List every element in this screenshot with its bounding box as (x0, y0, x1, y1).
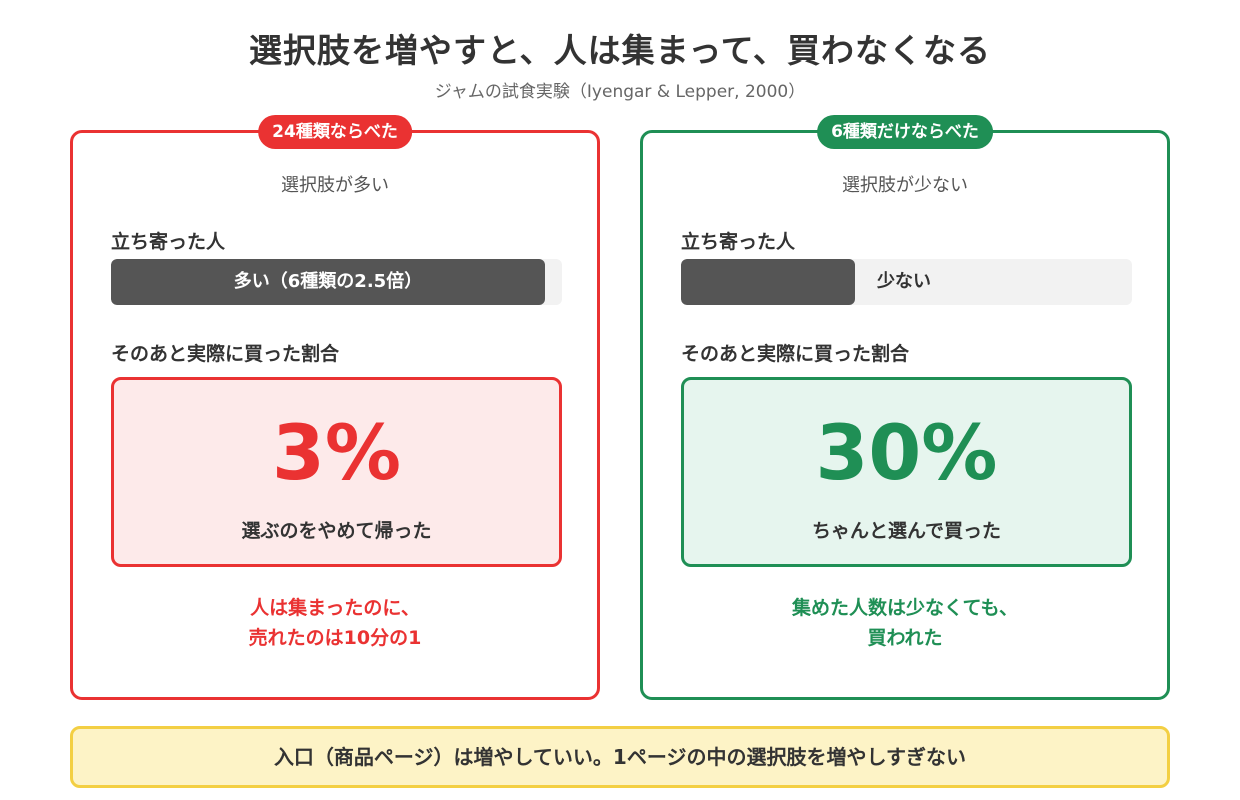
visitors-label: 立ち寄った人 (681, 231, 796, 253)
purchase-rate: 3% (271, 408, 402, 497)
visitors-bar-text: 多い（6種類の2.5倍） (233, 271, 423, 292)
visitors-bar-fill (111, 259, 545, 305)
footer-takeaway: 入口（商品ページ）は増やしていい。1ページの中の選択肢を増やしすぎない (70, 726, 1170, 788)
purchase-label: そのあと実際に買った割合 (681, 343, 910, 365)
panel-note-line-2: 売れたのは10分の1 (248, 627, 422, 649)
purchase-result-box: 30% ちゃんと選んで買った (681, 377, 1132, 567)
panel-note: 集めた人数は少なくても、 買われた (643, 593, 1167, 653)
purchase-result-box: 3% 選ぶのをやめて帰った (111, 377, 562, 567)
panel-subtitle: 選択肢が少ない (842, 175, 968, 196)
visitors-bar: 少ない (681, 259, 1132, 305)
visitors-label: 立ち寄った人 (111, 231, 226, 253)
panel-6-varieties: 6種類だけならべた 選択肢が少ない 立ち寄った人 少ない そのあと実際に買った割… (640, 115, 1170, 700)
visitors-bar-text: 少ない (877, 271, 931, 292)
panel-badge: 6種類だけならべた (817, 115, 993, 149)
purchase-description: ちゃんと選んで買った (811, 520, 1002, 542)
purchase-rate: 30% (815, 408, 998, 497)
panel-note: 人は集まったのに、 売れたのは10分の1 (73, 593, 597, 653)
purchase-label: そのあと実際に買った割合 (111, 343, 340, 365)
panel-note-line-1: 集めた人数は少なくても、 (792, 597, 1018, 619)
panel-badge: 24種類ならべた (258, 115, 412, 149)
page-subtitle: ジャムの試食実験（Iyengar & Lepper, 2000） (434, 82, 806, 102)
panel-note-line-1: 人は集まったのに、 (250, 597, 420, 619)
panel-subtitle: 選択肢が多い (281, 175, 389, 196)
purchase-description: 選ぶのをやめて帰った (241, 520, 432, 542)
panel-24-varieties: 24種類ならべた 選択肢が多い 立ち寄った人 多い（6種類の2.5倍） そのあと… (70, 115, 600, 700)
page-title: 選択肢を増やすと、人は集まって、買わなくなる (248, 31, 992, 70)
panel-note-line-2: 買われた (867, 627, 943, 649)
visitors-bar: 多い（6種類の2.5倍） (111, 259, 562, 305)
visitors-bar-fill (681, 259, 855, 305)
